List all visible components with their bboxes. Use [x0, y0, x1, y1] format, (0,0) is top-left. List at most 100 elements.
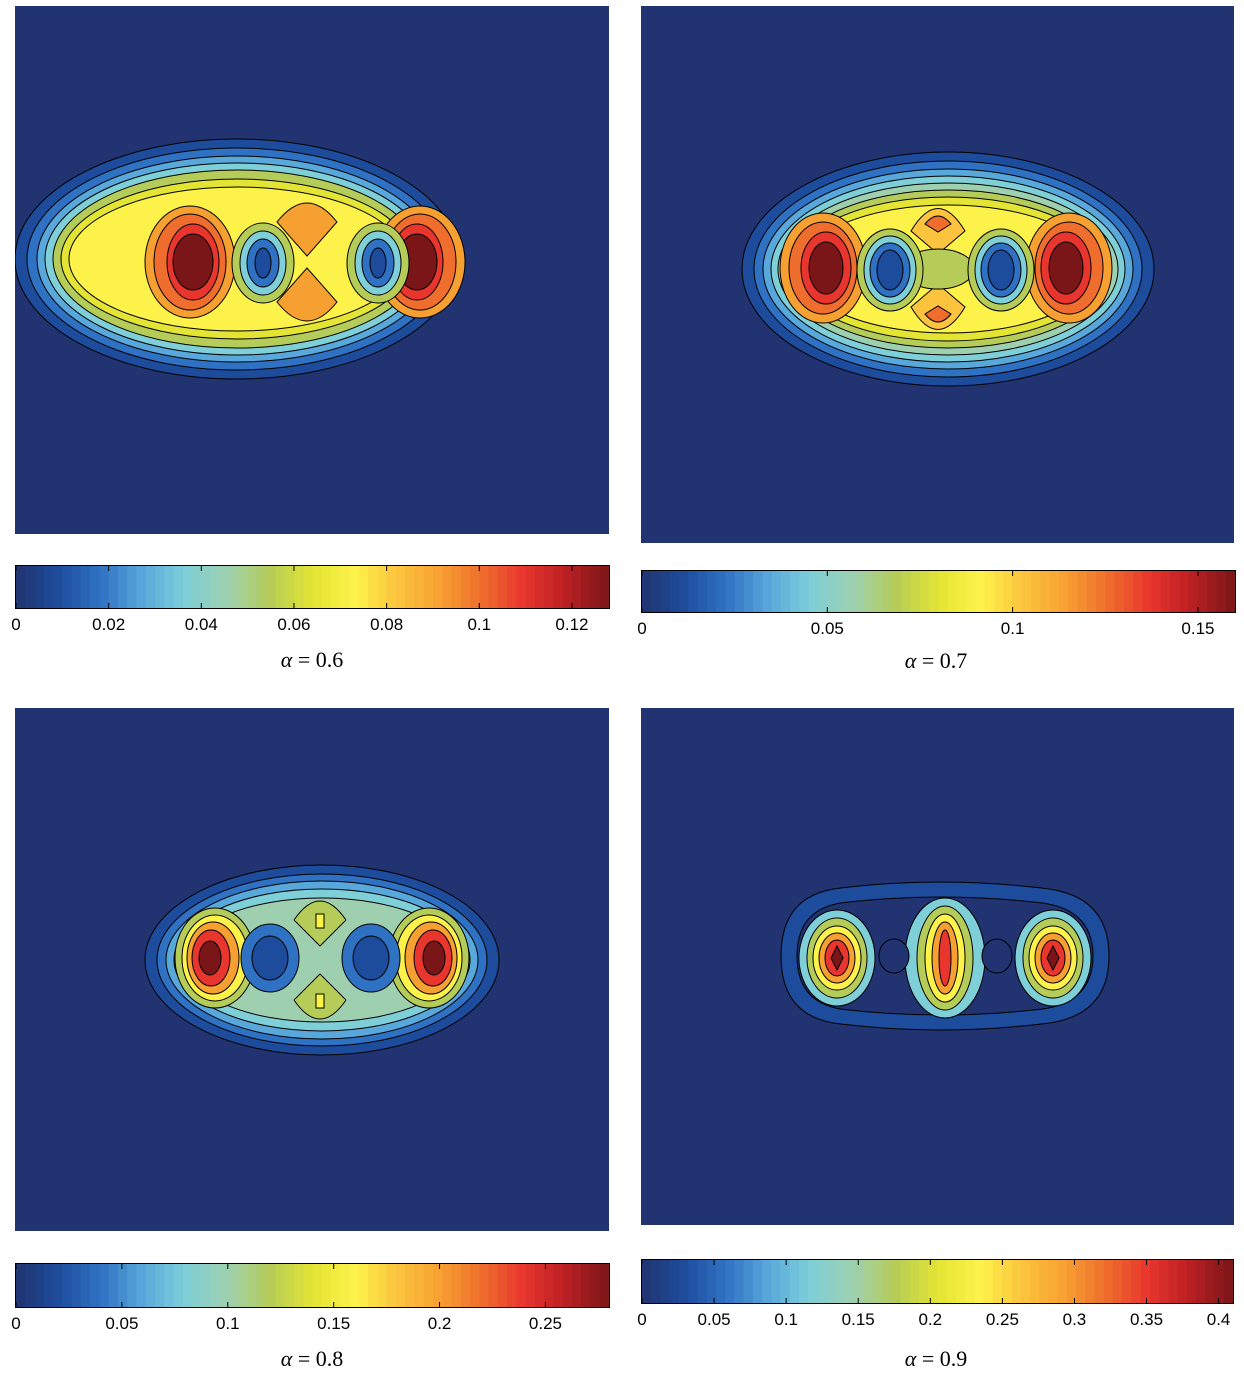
- colorbar-step: [599, 1264, 609, 1307]
- colorbar-step: [835, 1260, 846, 1303]
- colorbar-step: [53, 566, 63, 608]
- colorbar-step: [53, 1264, 63, 1307]
- colorbar: [15, 565, 610, 609]
- colorbar-tick-label: 0: [637, 1310, 647, 1329]
- colorbar-step: [275, 566, 286, 608]
- colorbar-tick-label: 0.15: [841, 1310, 875, 1329]
- colorbar-step: [451, 1264, 462, 1307]
- colorbar-tick-label: 0: [637, 619, 647, 638]
- colorbar-step: [1039, 1260, 1049, 1303]
- colorbar-tick-label: 0.3: [1062, 1310, 1087, 1329]
- colorbar-tick-label: 0.05: [697, 1310, 731, 1329]
- caption-symbol: α: [904, 648, 917, 673]
- colorbar-step: [1068, 571, 1079, 612]
- colorbar-step: [1066, 1260, 1077, 1303]
- colorbar-step: [919, 571, 930, 612]
- colorbar-step: [247, 1264, 258, 1307]
- heatmap-plot: [641, 6, 1234, 543]
- colorbar-step: [679, 571, 689, 612]
- colorbar-step: [80, 566, 91, 608]
- colorbar-step: [1114, 571, 1125, 612]
- colorbar-tick-label: 0.2: [918, 1310, 943, 1329]
- colorbar-step: [229, 1264, 239, 1307]
- heatmap-plot: [15, 6, 609, 534]
- colorbar-step: [716, 571, 726, 612]
- colorbar-step: [80, 1264, 91, 1307]
- colorbar-step: [71, 566, 82, 608]
- colorbar-step: [1020, 1260, 1031, 1303]
- colorbar-step: [1002, 1260, 1012, 1303]
- colorbar-step: [678, 1260, 689, 1303]
- colorbar-step: [845, 571, 856, 612]
- colorbar-step: [771, 571, 782, 612]
- colorbar-step: [946, 1260, 957, 1303]
- colorbar-step: [1112, 1260, 1123, 1303]
- colorbar-step: [697, 1260, 708, 1303]
- colorbar-step: [855, 571, 865, 612]
- colorbar-step: [1160, 571, 1171, 612]
- colorbar-step: [127, 1264, 138, 1307]
- colorbar-step: [1225, 571, 1235, 612]
- colorbar-step: [1086, 571, 1097, 612]
- colorbar-step: [219, 1264, 230, 1307]
- colorbar-step: [1003, 571, 1014, 612]
- panel-caption: α = 0.7: [905, 648, 967, 674]
- colorbar-step: [1040, 571, 1051, 612]
- colorbar-step: [34, 566, 45, 608]
- panel-caption: α = 0.8: [281, 1346, 343, 1372]
- colorbar-tick-label: 0.05: [105, 1314, 139, 1333]
- colorbar-step: [1029, 1260, 1040, 1303]
- caption-value: = 0.6: [297, 647, 344, 672]
- colorbar-step: [229, 566, 239, 608]
- colorbar-step: [1159, 1260, 1169, 1303]
- colorbar-step: [909, 1260, 920, 1303]
- contour-bands: [15, 138, 466, 380]
- colorbar-step: [470, 566, 480, 608]
- colorbar-step: [192, 1264, 202, 1307]
- colorbar-step: [669, 1260, 680, 1303]
- colorbar-step: [734, 571, 745, 612]
- colorbar-step: [1096, 571, 1106, 612]
- colorbar-tick-label: 0.1: [215, 1314, 240, 1333]
- colorbar-step: [882, 1260, 892, 1303]
- contour-field: [144, 864, 500, 1056]
- colorbar-step: [1205, 1260, 1216, 1303]
- colorbar-step: [1151, 571, 1162, 612]
- colorbar-tick-label: 0.4: [1206, 1310, 1231, 1329]
- colorbar-step: [984, 571, 995, 612]
- colorbar-step: [752, 1260, 763, 1303]
- colorbar-tick-label: 0: [11, 1314, 21, 1333]
- colorbar-step: [1186, 1260, 1197, 1303]
- colorbar-step: [1105, 571, 1116, 612]
- colorbar-step: [210, 566, 221, 608]
- colorbar-step: [992, 1260, 1003, 1303]
- colorbar-step: [725, 571, 736, 612]
- colorbar-step: [827, 571, 838, 612]
- colorbar-step: [321, 566, 332, 608]
- colorbar-step: [507, 566, 517, 608]
- colorbar-step: [238, 1264, 249, 1307]
- colorbar-step: [534, 1264, 545, 1307]
- colorbar-tick-label: 0.1: [774, 1310, 798, 1329]
- colorbar-step: [994, 571, 1004, 612]
- colorbar-step: [377, 1264, 388, 1307]
- colorbar-step: [1179, 571, 1190, 612]
- colorbar-tick-label: 0.1: [467, 615, 492, 634]
- colorbar-step: [1168, 1260, 1179, 1303]
- colorbar-step: [377, 566, 388, 608]
- colorbar-step: [442, 566, 453, 608]
- colorbar-step: [321, 1264, 332, 1307]
- colorbar-step: [173, 1264, 184, 1307]
- colorbar-step: [16, 566, 26, 608]
- caption-symbol: α: [904, 1346, 917, 1371]
- colorbar-step: [43, 566, 54, 608]
- colorbar-step: [808, 571, 819, 612]
- colorbar-step: [562, 566, 573, 608]
- colorbar: [641, 570, 1236, 613]
- colorbar-step: [688, 571, 699, 612]
- colorbar-step: [965, 1260, 976, 1303]
- colorbar-step: [571, 1264, 582, 1307]
- colorbar-step: [966, 571, 977, 612]
- caption-symbol: α: [280, 1346, 293, 1371]
- colorbar-step: [1207, 571, 1218, 612]
